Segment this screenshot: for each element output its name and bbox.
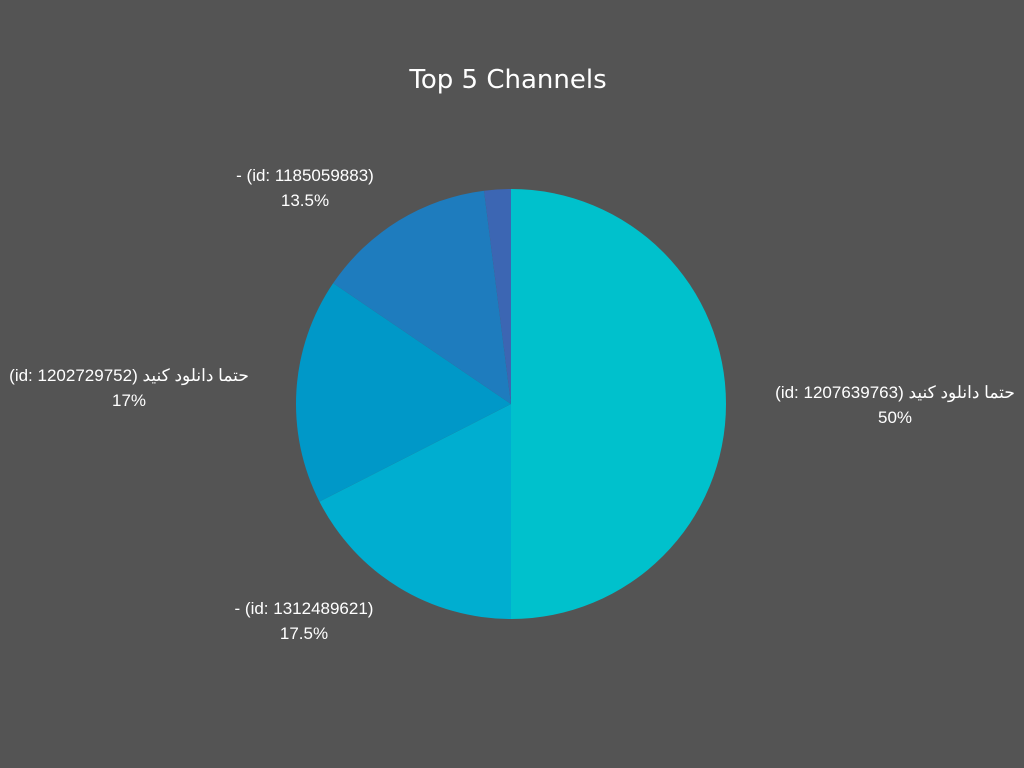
pie-labels: حتما دانلود کنید (id: 1207639763) 50% - (i… [9,166,1015,643]
slice-label-4: - (id: 1185059883) [236,166,374,185]
slice-percent-1: 50% [878,408,912,427]
pie-slice-1[interactable] [511,189,726,619]
slice-percent-3: 17% [112,391,146,410]
pie-slice-5[interactable] [484,189,511,404]
slice-label-1: حتما دانلود کنید (id: 1207639763) [775,383,1015,403]
pie-slice-3[interactable] [295,283,511,502]
pie-slice-2[interactable] [319,404,511,619]
slice-percent-2: 17.5% [280,624,328,643]
pie-slices [295,189,726,619]
chart-title: Top 5 Channels [408,65,606,95]
pie-slice-4[interactable] [333,190,511,404]
slice-label-3: حتما دانلود کنید (id: 1202729752) [9,366,249,386]
slice-percent-4: 13.5% [281,191,329,210]
slice-label-2: - (id: 1312489621) [235,599,374,618]
